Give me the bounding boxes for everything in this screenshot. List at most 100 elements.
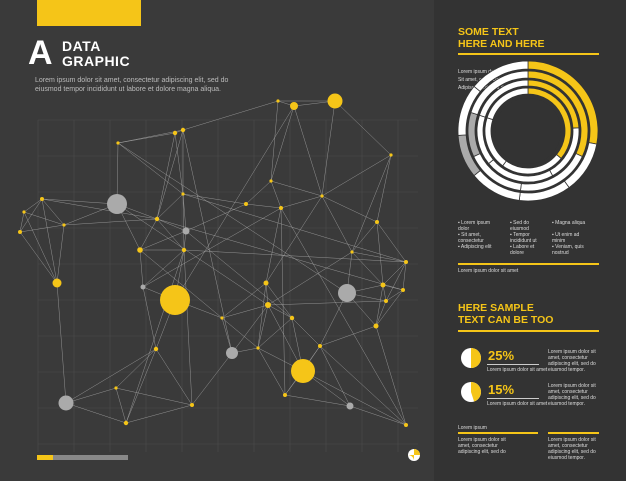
graph-node (40, 197, 44, 201)
graph-node (327, 93, 343, 109)
heading1-line1: SOME TEXT (458, 26, 519, 38)
graph-edge (23, 211, 58, 284)
graph-edge (280, 195, 323, 209)
graph-edge (139, 249, 144, 288)
stat1-rule (487, 364, 539, 365)
graph-edge (115, 387, 193, 406)
graph-edge (191, 352, 233, 406)
graph-edge (319, 345, 351, 407)
ring-chart (457, 60, 599, 202)
graph-edge (19, 198, 43, 233)
graph-edge (63, 218, 158, 226)
legend-item: ▪ Adipiscing elit (458, 244, 492, 250)
ring-segment (470, 70, 529, 116)
stat2-rule (487, 398, 539, 399)
progress-bar-fill (37, 455, 53, 460)
footer-left-label: Lorem ipsum (458, 425, 487, 431)
footer-left-text-1: Lorem ipsum dolor sit (458, 437, 506, 443)
graph-node (52, 278, 62, 288)
graph-edge (351, 221, 378, 253)
footer-right-text-3: adipiscing elit, sed do (548, 449, 596, 455)
graph-node (58, 395, 74, 411)
graph-node (291, 359, 315, 383)
ring-segment (486, 87, 529, 121)
graph-edge (156, 218, 404, 291)
graph-edge (117, 142, 184, 195)
graph-edge (221, 317, 233, 354)
graph-edge (267, 304, 293, 319)
graph-edge (375, 325, 407, 426)
graph-edge (231, 304, 269, 354)
section-heading-1: SOME TEXT HERE AND HERE (458, 26, 545, 50)
graph-edge (174, 132, 184, 195)
footer-right-text-1: Lorem ipsum dolor sit (548, 437, 596, 443)
graph-edge (321, 154, 392, 197)
legend-item: ▪ Veniam, quis nostrud (552, 244, 584, 256)
graph-edge (117, 142, 348, 294)
graph-edge (125, 404, 193, 424)
graph-edge (142, 249, 185, 288)
title-letter: A (28, 34, 53, 72)
graph-edge (402, 261, 407, 291)
summary-text: Lorem ipsum dolor sit amet (458, 268, 519, 274)
graph-edge (270, 100, 279, 182)
graph-node (269, 179, 273, 183)
graph-edge (65, 348, 157, 404)
graph-node (265, 302, 271, 308)
heading1-line2: HERE AND HERE (458, 38, 545, 50)
graph-node (276, 99, 280, 103)
title-line-2: GRAPHIC (62, 53, 131, 69)
graph-edge (351, 251, 407, 263)
stat1-pie-icon (461, 348, 481, 368)
legend-item: ▪ Labore et dolore (510, 244, 535, 256)
graph-edge (19, 224, 65, 233)
graph-node (389, 153, 393, 157)
graph-edge (116, 203, 269, 306)
graph-edge (265, 282, 293, 319)
graph-node (338, 284, 356, 302)
graph-edge (284, 394, 351, 407)
graph-edge (270, 180, 282, 209)
legend-item: ▪ Tempor incididunt ut (510, 232, 537, 244)
summary-rule (458, 263, 599, 265)
graph-edge (139, 230, 187, 251)
graph-node (290, 102, 298, 110)
graph-node (62, 223, 66, 227)
graph-edge (182, 193, 185, 251)
heading1-rule (458, 53, 599, 55)
network-graph (18, 93, 420, 461)
heading2-line1: HERE SAMPLE (458, 302, 534, 314)
graph-edge (245, 180, 272, 205)
graph-node (160, 285, 190, 315)
graph-edge (267, 304, 304, 372)
graph-edge (115, 348, 157, 389)
graph-edge (245, 203, 282, 209)
graph-edge (142, 286, 157, 350)
graph-edge (321, 100, 336, 197)
graph-edge (382, 284, 387, 302)
graph-node (401, 288, 405, 292)
graph-edge (19, 211, 25, 233)
graph-edge (375, 284, 384, 327)
graph-edge (117, 129, 184, 144)
graph-edge (257, 282, 267, 349)
graph-node (18, 230, 22, 234)
graph-edge (257, 317, 293, 349)
stat2-label: Lorem ipsum dolor sit amet (487, 401, 548, 407)
graph-edge (65, 402, 127, 424)
graph-edge (376, 221, 384, 286)
graph-node (380, 282, 386, 288)
graph-edge (41, 198, 58, 284)
graph-node (404, 260, 408, 264)
heading2-line2: TEXT CAN BE TOO (458, 314, 554, 326)
graph-edges (19, 100, 407, 426)
graph-node (180, 127, 186, 133)
graph-edge (376, 221, 407, 263)
graph-node (172, 130, 178, 136)
graph-edge (156, 218, 187, 232)
graph-node (114, 386, 118, 390)
header-description: Lorem ipsum dolor sit amet, consectetur … (35, 77, 229, 93)
graph-edge (56, 282, 67, 404)
graph-edge (349, 405, 407, 426)
section-heading-2: HERE SAMPLE TEXT CAN BE TOO (458, 302, 553, 326)
